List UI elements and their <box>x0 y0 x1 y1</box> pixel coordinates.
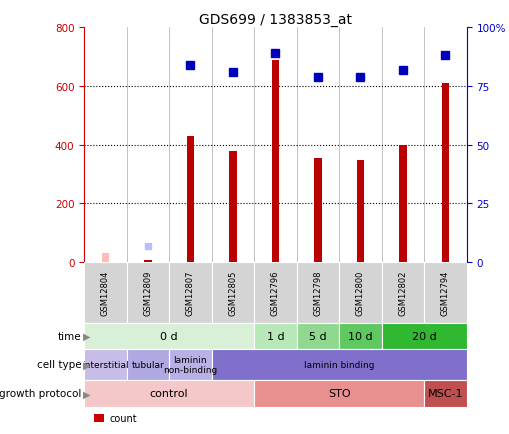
Text: tubular: tubular <box>131 360 164 369</box>
Text: GSM12800: GSM12800 <box>355 270 364 316</box>
Bar <box>101 254 109 263</box>
Text: 5 d: 5 d <box>308 332 326 341</box>
Text: growth protocol: growth protocol <box>0 388 81 398</box>
Text: ▶: ▶ <box>83 332 91 341</box>
Bar <box>338 323 381 349</box>
Text: 0 d: 0 d <box>160 332 178 341</box>
Bar <box>253 263 296 323</box>
Text: ▶: ▶ <box>83 388 91 398</box>
Text: count: count <box>109 413 137 423</box>
Text: laminin
non-binding: laminin non-binding <box>163 355 217 374</box>
Bar <box>423 263 466 323</box>
Text: GSM12807: GSM12807 <box>186 270 194 316</box>
Bar <box>399 145 406 263</box>
Bar <box>211 349 466 380</box>
Bar <box>296 263 338 323</box>
Bar <box>271 60 279 263</box>
Text: MSC-1: MSC-1 <box>427 388 462 398</box>
Bar <box>84 263 126 323</box>
Text: 20 d: 20 d <box>411 332 436 341</box>
Text: GSM12796: GSM12796 <box>270 270 279 316</box>
Bar <box>84 323 253 349</box>
Bar <box>296 323 338 349</box>
Bar <box>253 380 423 407</box>
Text: GSM12802: GSM12802 <box>398 270 407 316</box>
Text: interstitial: interstitial <box>82 360 128 369</box>
Text: time: time <box>58 332 81 341</box>
Bar <box>169 263 211 323</box>
Bar <box>381 263 423 323</box>
Bar <box>84 380 253 407</box>
Bar <box>126 349 169 380</box>
Text: laminin binding: laminin binding <box>303 360 374 369</box>
Bar <box>314 158 321 263</box>
Bar <box>126 263 169 323</box>
Bar <box>381 323 466 349</box>
Text: GSM12794: GSM12794 <box>440 270 449 316</box>
Bar <box>229 151 236 263</box>
Text: 10 d: 10 d <box>348 332 372 341</box>
Bar <box>84 349 126 380</box>
Bar <box>211 263 253 323</box>
Text: ▶: ▶ <box>83 360 91 369</box>
Text: GSM12809: GSM12809 <box>143 270 152 316</box>
Bar <box>101 255 109 263</box>
Text: GSM12804: GSM12804 <box>101 270 109 316</box>
Text: STO: STO <box>327 388 350 398</box>
Bar <box>253 323 296 349</box>
Bar <box>94 414 103 422</box>
Bar <box>169 349 211 380</box>
Bar <box>144 260 152 263</box>
Text: cell type: cell type <box>37 360 81 369</box>
Text: GSM12798: GSM12798 <box>313 270 322 316</box>
Title: GDS699 / 1383853_at: GDS699 / 1383853_at <box>199 13 351 27</box>
Text: GSM12805: GSM12805 <box>228 270 237 316</box>
Text: control: control <box>150 388 188 398</box>
Bar <box>356 161 363 263</box>
Bar <box>423 380 466 407</box>
Bar <box>338 263 381 323</box>
Bar <box>441 84 448 263</box>
Bar <box>186 137 194 263</box>
Text: 1 d: 1 d <box>266 332 284 341</box>
